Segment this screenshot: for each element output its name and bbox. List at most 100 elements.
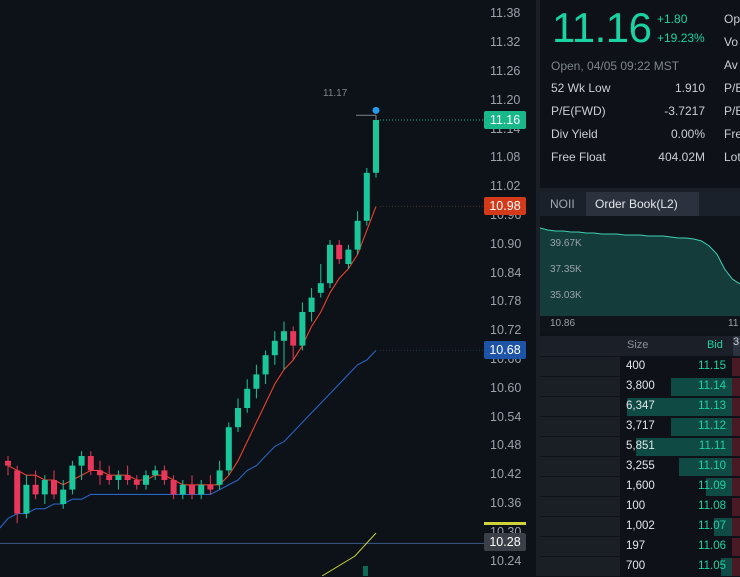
section-divider xyxy=(540,188,740,192)
depth-curve xyxy=(539,227,740,316)
candle-body xyxy=(271,340,278,356)
candle-body xyxy=(87,456,94,471)
order-book-row[interactable]: 1,600 11.09 xyxy=(540,477,740,497)
cut-label: P/E xyxy=(724,81,740,95)
row-size: 100 xyxy=(626,500,646,512)
depth-axis-label: 37.35K xyxy=(550,264,582,275)
row-bid-price: 11.10 xyxy=(698,460,726,472)
row-bid-price: 11.15 xyxy=(698,360,726,372)
candle-body xyxy=(23,484,30,514)
lower-price-tag: 10.28 xyxy=(484,533,526,552)
order-book-row[interactable]: 3,800 11.14 xyxy=(540,377,740,397)
row-ask-cell xyxy=(732,538,740,556)
price-axis-tick: 10.54 xyxy=(490,409,522,424)
panel-divider[interactable] xyxy=(536,0,540,576)
price-axis-tick: 11.02 xyxy=(490,179,521,194)
row-exchange-cell xyxy=(540,477,620,496)
stat-free-float: Free Float 404.02M xyxy=(551,150,705,164)
row-bid-price: 11.08 xyxy=(698,500,726,512)
candle-body xyxy=(336,244,343,260)
price-change-percent: +19.23% xyxy=(657,31,705,45)
quote-panel: 11.16 +1.80 +19.23% Op Vo Av P/E P/E Fre… xyxy=(539,0,740,577)
chart-panel[interactable]: 11.3811.3211.2611.2011.1411.0811.0210.96… xyxy=(0,0,536,576)
price-axis-tick: 11.08 xyxy=(490,150,521,165)
stat-value: -3.7217 xyxy=(664,104,705,118)
row-bid-price: 11.14 xyxy=(698,380,726,392)
stat-label: 52 Wk Low xyxy=(551,81,611,95)
candle-body xyxy=(373,120,379,173)
candle-body xyxy=(124,475,131,480)
candle-body xyxy=(244,388,251,408)
order-book-row[interactable]: 197 11.06 xyxy=(540,537,740,557)
price-change: +1.80 xyxy=(657,12,688,26)
stat-label: Div Yield xyxy=(551,127,598,141)
tab-order-book[interactable]: Order Book(L2) xyxy=(586,192,699,216)
row-size: 400 xyxy=(626,360,646,372)
candle-body xyxy=(41,480,48,495)
price-axis-tick: 11.20 xyxy=(490,92,521,107)
bid-size-bar xyxy=(714,518,732,536)
candle-body xyxy=(299,312,306,346)
row-bid-price: 11.13 xyxy=(698,400,726,412)
depth-line xyxy=(539,227,740,285)
long-moving-average xyxy=(0,350,377,529)
bid-size-bar xyxy=(679,458,732,476)
row-ask-cell xyxy=(732,458,740,476)
bid-size-bar xyxy=(671,418,732,436)
row-size: 5,851 xyxy=(626,440,655,452)
depth-chart[interactable]: 39.67K 37.35K 35.03K 10.86 11 xyxy=(539,216,740,334)
cut-label: Lot xyxy=(724,150,740,164)
cut-label: Av xyxy=(724,58,738,72)
candle-body xyxy=(253,374,260,389)
depth-axis-label: 35.03K xyxy=(550,290,582,301)
candle-body xyxy=(290,331,297,346)
volume-tag-accent xyxy=(484,522,526,525)
order-book-row[interactable]: 100 11.08 xyxy=(540,497,740,517)
order-book-row[interactable]: 3,717 11.12 xyxy=(540,417,740,437)
order-book-row[interactable]: 400 11.15 xyxy=(540,357,740,377)
depth-price-label: 11 xyxy=(728,318,739,329)
tab-noii[interactable]: NOII xyxy=(550,197,575,211)
high-marker-label: 11.17 xyxy=(323,88,348,99)
order-book-row[interactable]: 700 11.05 xyxy=(540,557,740,577)
row-exchange-cell xyxy=(540,497,620,516)
last-price-tag: 11.16 xyxy=(484,111,526,129)
candle-body xyxy=(317,283,324,293)
long-ma-tag: 10.68 xyxy=(484,341,526,360)
order-book-row[interactable]: 5,851 11.11 xyxy=(540,437,740,457)
candle-body xyxy=(216,470,223,485)
cut-label: Vo xyxy=(724,35,739,49)
ask-column-header: 3 xyxy=(733,336,740,356)
row-ask-cell xyxy=(732,478,740,496)
stat-value: 404.02M xyxy=(658,150,705,164)
volume-bar xyxy=(363,566,368,576)
order-book-row[interactable]: 3,255 11.10 xyxy=(540,457,740,477)
price-axis-tick: 11.32 xyxy=(490,35,521,50)
last-price: 11.16 xyxy=(552,4,652,51)
bid-size-bar xyxy=(627,398,732,416)
row-size: 1,600 xyxy=(626,480,655,492)
candle-body xyxy=(78,456,85,466)
stat-value: 1.910 xyxy=(674,81,705,95)
price-axis-tick: 10.78 xyxy=(490,294,522,309)
row-bid-price: 11.09 xyxy=(698,480,726,492)
candle-body xyxy=(327,244,333,284)
candle-body xyxy=(69,465,76,490)
row-exchange-cell xyxy=(540,377,620,396)
order-book-row[interactable]: 6,347 11.13 xyxy=(540,397,740,417)
price-chart[interactable] xyxy=(0,0,536,576)
price-axis-tick: 11.26 xyxy=(490,64,521,78)
current-price-dot xyxy=(372,106,380,114)
order-book-row[interactable]: 1,002 11.07 xyxy=(540,517,740,537)
candle-body xyxy=(97,470,103,476)
candle-body xyxy=(281,331,287,341)
stat-div-yield: Div Yield 0.00% xyxy=(551,127,705,141)
row-size: 1,002 xyxy=(626,520,655,532)
order-book-header: Size Bid 3 xyxy=(540,336,740,356)
row-exchange-cell xyxy=(540,437,620,456)
short-moving-average xyxy=(7,206,377,486)
price-axis-tick: 10.24 xyxy=(490,553,522,568)
candle-body xyxy=(308,297,315,312)
stat-label: Free Float xyxy=(551,150,606,164)
stat-52wk-low: 52 Wk Low 1.910 xyxy=(551,81,705,95)
